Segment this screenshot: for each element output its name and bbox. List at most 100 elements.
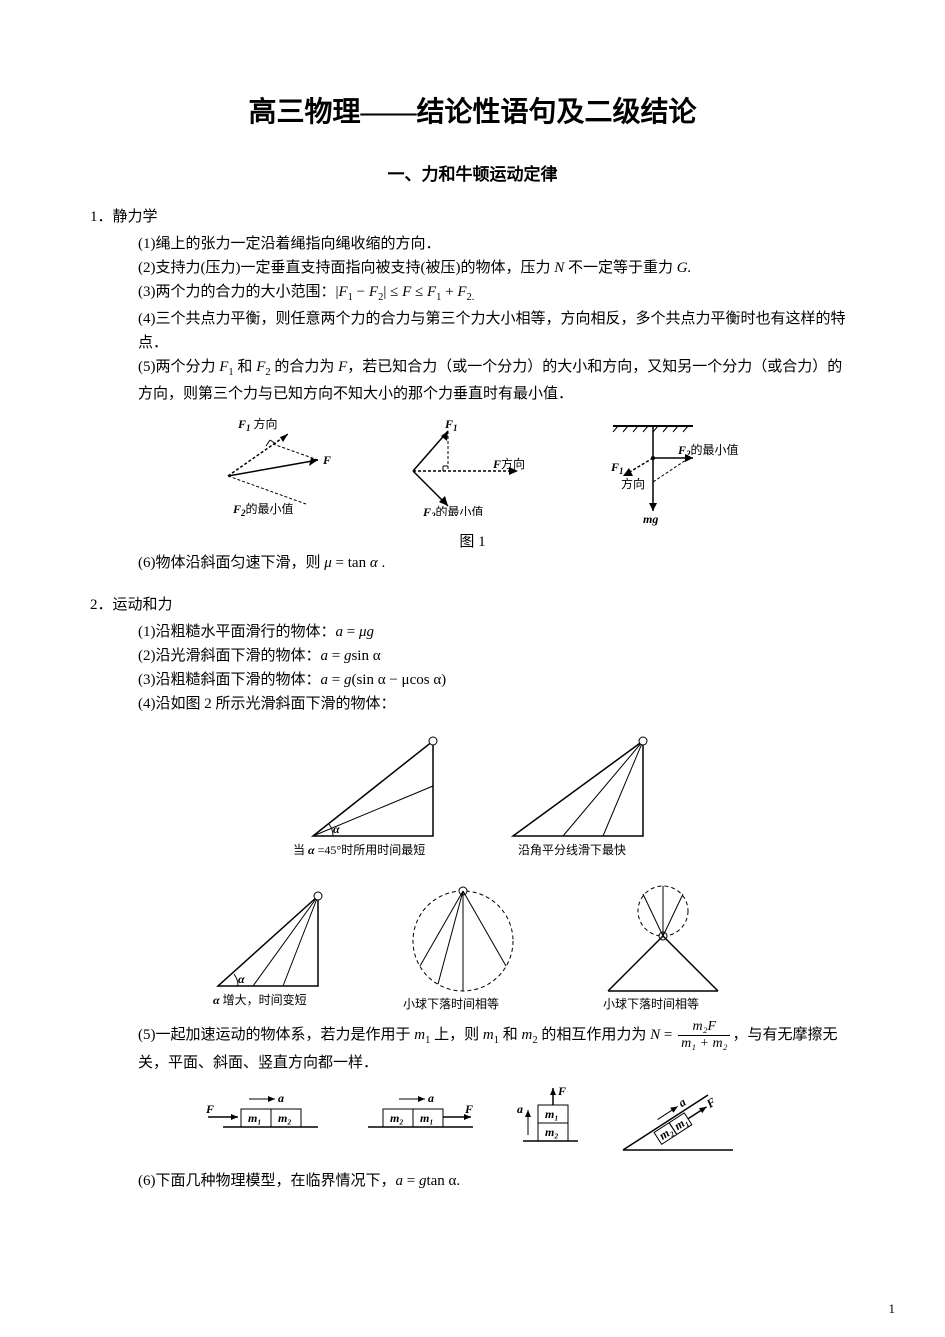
- label: F1 方向: [237, 416, 278, 433]
- text: 的相互作用力为: [538, 1027, 651, 1043]
- fig3-d1: F m₁ m₂ a: [203, 1085, 333, 1145]
- label: α: [238, 972, 245, 986]
- text: =: [403, 1173, 419, 1189]
- var: m: [414, 1027, 425, 1043]
- fig1-diagram-1: F1 方向 F F2的最小值: [203, 416, 353, 516]
- text: (3)沿粗糙斜面下滑的物体：: [138, 672, 321, 688]
- label: a: [517, 1102, 523, 1116]
- var: μ: [324, 555, 332, 571]
- heading-statics: 1．静力学: [90, 205, 855, 226]
- text: 上，则: [430, 1027, 483, 1043]
- label: F2的最小值: [677, 442, 739, 459]
- label: a: [675, 1094, 688, 1109]
- figure-3: F m₁ m₂ a m₂ m₁ F a m₁ m₂: [90, 1085, 855, 1165]
- text: =: [328, 672, 344, 688]
- text: +: [441, 284, 457, 300]
- text: (5)一起加速运动的物体系，若力是作用于: [138, 1027, 414, 1043]
- fig1-diagram-3: F1 方向 F2的最小值 mg: [573, 416, 743, 526]
- figure-1: F1 方向 F F2的最小值 F1 F方向 F2的最小值: [90, 416, 855, 526]
- text: (3)两个力的合力的大小范围：|: [138, 284, 339, 300]
- label: F2的最小值: [232, 501, 294, 516]
- text: | ≤: [383, 284, 402, 300]
- label: m₁: [420, 1111, 434, 1125]
- caption: 小球下落时间相等: [403, 997, 499, 1011]
- caption: 小球下落时间相等: [603, 997, 699, 1011]
- item-1-1: (1)绳上的张力一定沿着绳指向绳收缩的方向．: [138, 232, 855, 256]
- fraction: m₂Fm₁ + m₂: [678, 1020, 730, 1051]
- item-2-6: (6)下面几种物理模型，在临界情况下，a = gtan α.: [138, 1169, 855, 1193]
- var: F: [369, 284, 378, 300]
- text: 和: [234, 359, 257, 375]
- label: F: [702, 1094, 717, 1111]
- text: sin α: [351, 648, 380, 664]
- var: α: [370, 555, 378, 571]
- section-title: 一、力和牛顿运动定律: [90, 160, 855, 185]
- var: a: [336, 624, 344, 640]
- var: m: [483, 1027, 494, 1043]
- label: m₂: [390, 1111, 404, 1125]
- label: m₂: [545, 1125, 559, 1139]
- text: (2)支持力(压力)一定垂直支持面指向被支持(被压)的物体，压力: [138, 260, 554, 276]
- label: F方向: [492, 456, 525, 471]
- label: 方向: [621, 476, 645, 491]
- page: 高三物理——结论性语句及二级结论 一、力和牛顿运动定律 1．静力学 (1)绳上的…: [0, 0, 945, 1337]
- fig2-d4: 小球下落时间相等: [378, 876, 548, 1016]
- item-2-4: (4)沿如图 2 所示光滑斜面下滑的物体：: [138, 692, 855, 716]
- caption: α 增大，时间变短: [213, 992, 307, 1007]
- text: −: [353, 284, 369, 300]
- label: m₂: [278, 1111, 292, 1125]
- text: (sin α − μcos α): [351, 672, 446, 688]
- fig3-d4: m₂ m₁ F a: [613, 1085, 743, 1165]
- text: (6)下面几种物理模型，在临界情况下，: [138, 1173, 396, 1189]
- label: F1: [610, 460, 624, 476]
- figure-2-row2: α α 增大，时间变短 小球下落时间相等 小球下落时间相等: [90, 876, 855, 1016]
- item-1-2: (2)支持力(压力)一定垂直支持面指向被支持(被压)的物体，压力 N 不一定等于…: [138, 256, 855, 280]
- var-N: N: [554, 260, 564, 276]
- text: (5)两个分力: [138, 359, 219, 375]
- var: F: [256, 359, 265, 375]
- text: = tan: [332, 555, 370, 571]
- item-1-3: (3)两个力的合力的大小范围：|F1 − F2| ≤ F ≤ F1 + F2.: [138, 280, 855, 307]
- fig2-d5: 小球下落时间相等: [578, 876, 748, 1016]
- label: a: [428, 1091, 434, 1105]
- text: ≤: [411, 284, 427, 300]
- item-2-1: (1)沿粗糙水平面滑行的物体：a = μg: [138, 620, 855, 644]
- text: 的合力为: [271, 359, 339, 375]
- item-2-5: (5)一起加速运动的物体系，若力是作用于 m1 上，则 m1 和 m2 的相互作…: [138, 1020, 855, 1075]
- fig2-d1: α 当 α =45°时所用时间最短: [283, 726, 463, 866]
- page-number: 1: [889, 1301, 896, 1317]
- label: a: [278, 1091, 284, 1105]
- numerator: m₂F: [678, 1020, 730, 1036]
- text: =: [660, 1027, 676, 1043]
- fig1-caption: 图 1: [90, 530, 855, 551]
- label: F: [205, 1102, 214, 1116]
- label: F1: [444, 417, 458, 433]
- fig3-d3: m₁ m₂ F a: [503, 1085, 593, 1165]
- item-2-3: (3)沿粗糙斜面下滑的物体：a = g(sin α − μcos α): [138, 668, 855, 692]
- var: a: [321, 648, 329, 664]
- text: 和: [499, 1027, 522, 1043]
- text: =: [328, 648, 344, 664]
- var: F: [402, 284, 411, 300]
- var: m: [521, 1027, 532, 1043]
- var: F: [339, 284, 348, 300]
- label: m₁: [545, 1107, 559, 1121]
- label: F: [464, 1102, 473, 1116]
- fig3-d2: m₂ m₁ F a: [353, 1085, 483, 1145]
- doc-title: 高三物理——结论性语句及二级结论: [90, 90, 855, 130]
- var: a: [321, 672, 329, 688]
- heading-motion: 2．运动和力: [90, 593, 855, 614]
- caption: 沿角平分线滑下最快: [518, 843, 626, 857]
- var: F: [427, 284, 436, 300]
- denominator: m₁ + m₂: [678, 1036, 730, 1051]
- var-G: G.: [677, 260, 692, 276]
- var: F: [457, 284, 466, 300]
- text: (2)沿光滑斜面下滑的物体：: [138, 648, 321, 664]
- item-1-4: (4)三个共点力平衡，则任意两个力的合力与第三个力大小相等，方向相反，多个共点力…: [138, 307, 855, 355]
- item-1-6: (6)物体沿斜面匀速下滑，则 μ = tan α .: [138, 551, 855, 575]
- label: F: [322, 453, 331, 467]
- label: F: [557, 1085, 566, 1098]
- text: (6)物体沿斜面匀速下滑，则: [138, 555, 324, 571]
- sub: 2.: [467, 292, 475, 303]
- fig1-diagram-2: F1 F方向 F2的最小值: [383, 416, 543, 516]
